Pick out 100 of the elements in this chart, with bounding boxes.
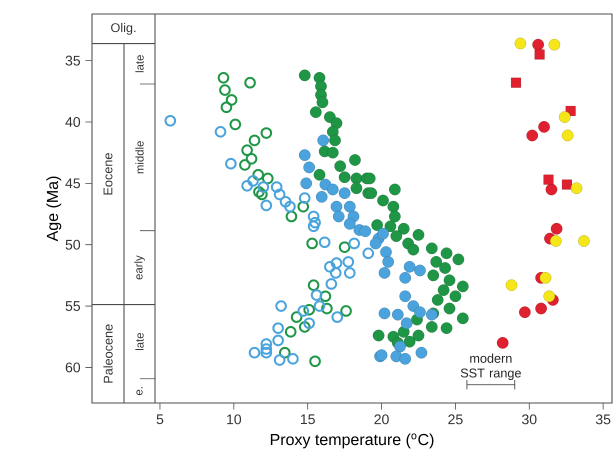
point xyxy=(371,219,383,231)
point xyxy=(404,336,416,348)
point xyxy=(350,182,362,194)
point xyxy=(427,270,440,282)
point xyxy=(348,238,360,250)
point xyxy=(330,257,342,269)
point xyxy=(329,134,341,146)
point xyxy=(416,346,428,358)
point xyxy=(260,200,272,212)
annotation: Eocene xyxy=(104,153,112,195)
annotation: Olig. xyxy=(111,22,136,35)
point xyxy=(260,346,272,358)
point xyxy=(303,317,315,330)
point xyxy=(399,353,411,365)
point xyxy=(262,172,274,184)
x-tick-label: 20 xyxy=(374,414,389,424)
annotation: late xyxy=(135,55,144,72)
point xyxy=(303,162,315,174)
point xyxy=(389,184,401,196)
point xyxy=(230,118,242,130)
point xyxy=(344,267,356,279)
point xyxy=(258,181,270,193)
point xyxy=(316,191,328,203)
point xyxy=(400,317,412,330)
point xyxy=(330,267,342,279)
point xyxy=(514,38,526,50)
point xyxy=(378,308,390,320)
point xyxy=(284,200,296,212)
y-tick-label: 60 xyxy=(66,362,80,372)
point xyxy=(399,290,411,302)
point xyxy=(298,70,311,82)
point xyxy=(377,194,389,206)
point xyxy=(214,126,226,138)
point xyxy=(426,242,438,254)
x-tick-label: 5 xyxy=(156,414,164,424)
point xyxy=(439,262,451,274)
point xyxy=(404,260,416,273)
point xyxy=(546,184,558,196)
x-tick-label: 35 xyxy=(596,414,610,424)
point xyxy=(550,235,562,247)
point xyxy=(272,334,284,346)
point xyxy=(280,196,292,208)
point xyxy=(332,210,345,222)
point xyxy=(253,186,265,198)
point xyxy=(248,346,260,358)
point xyxy=(298,149,311,161)
point xyxy=(534,49,545,60)
point xyxy=(457,312,469,324)
point xyxy=(438,284,450,296)
point xyxy=(278,346,291,358)
point xyxy=(526,130,538,142)
annotation: early xyxy=(134,255,145,280)
point xyxy=(246,153,258,165)
x-tick-label: 10 xyxy=(227,414,242,424)
point xyxy=(412,229,424,241)
point xyxy=(316,96,328,108)
point xyxy=(310,106,322,118)
point xyxy=(342,256,354,268)
point xyxy=(440,247,452,260)
point xyxy=(284,326,296,338)
point xyxy=(382,256,394,268)
annotation: Paleocene xyxy=(103,324,113,383)
point xyxy=(399,272,411,284)
point xyxy=(578,235,590,247)
point xyxy=(440,322,452,334)
y-tick-label: 50 xyxy=(66,240,80,250)
point xyxy=(430,256,442,268)
point xyxy=(510,78,521,88)
point xyxy=(286,210,298,222)
point xyxy=(270,181,282,193)
point xyxy=(570,182,582,194)
point xyxy=(244,76,256,89)
point xyxy=(432,294,444,306)
point xyxy=(318,236,330,248)
point xyxy=(450,290,462,302)
annotation: middle xyxy=(135,141,144,174)
point xyxy=(380,246,392,258)
point xyxy=(308,220,320,232)
point xyxy=(241,180,253,192)
point xyxy=(298,321,311,333)
point xyxy=(260,338,272,350)
point xyxy=(290,311,302,323)
point xyxy=(548,38,560,50)
point xyxy=(287,353,299,365)
point xyxy=(225,158,237,170)
point xyxy=(275,300,287,312)
point xyxy=(389,210,401,222)
x-tick-label: 15 xyxy=(300,414,315,424)
point xyxy=(331,311,344,323)
point xyxy=(543,290,556,302)
point xyxy=(309,355,321,368)
x-tick-label: 25 xyxy=(448,414,463,424)
y-tick-label: 40 xyxy=(65,117,80,127)
point xyxy=(260,127,272,139)
point xyxy=(377,228,389,240)
point xyxy=(444,302,456,314)
point xyxy=(327,184,339,196)
point xyxy=(321,302,333,314)
point xyxy=(297,305,310,317)
point xyxy=(398,222,410,235)
